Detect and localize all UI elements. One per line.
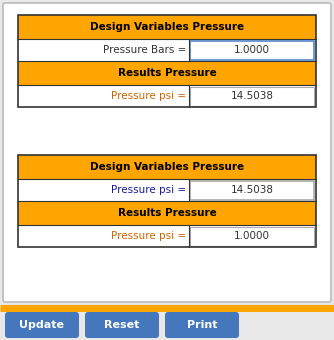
FancyBboxPatch shape (85, 312, 159, 338)
FancyBboxPatch shape (5, 312, 79, 338)
Bar (18, 61, 316, 85)
Bar (18, 155, 316, 179)
Text: Results Pressure: Results Pressure (118, 68, 216, 78)
Text: Update: Update (19, 320, 64, 330)
Text: Pressure psi =: Pressure psi = (111, 185, 186, 195)
Bar (18, 201, 316, 225)
Text: Results Pressure: Results Pressure (118, 208, 216, 218)
Bar (190, 86, 314, 105)
FancyBboxPatch shape (165, 312, 239, 338)
Bar (190, 40, 314, 60)
Bar (18, 155, 316, 247)
Text: 14.5038: 14.5038 (231, 185, 274, 195)
Text: Print: Print (187, 320, 217, 330)
Text: Design Variables Pressure: Design Variables Pressure (90, 162, 244, 172)
Text: Pressure psi =: Pressure psi = (111, 91, 186, 101)
Text: 1.0000: 1.0000 (234, 231, 270, 241)
Bar (18, 15, 316, 107)
Text: 1.0000: 1.0000 (234, 45, 270, 55)
Text: Reset: Reset (104, 320, 140, 330)
Bar (18, 15, 316, 107)
FancyBboxPatch shape (3, 3, 331, 302)
Bar (190, 181, 314, 200)
Text: Pressure psi =: Pressure psi = (111, 231, 186, 241)
Text: 14.5038: 14.5038 (231, 91, 274, 101)
Bar (190, 226, 314, 245)
Text: Design Variables Pressure: Design Variables Pressure (90, 22, 244, 32)
Bar (18, 15, 316, 39)
Text: Pressure Bars =: Pressure Bars = (103, 45, 186, 55)
Bar (18, 155, 316, 247)
Bar (0, 308, 334, 340)
